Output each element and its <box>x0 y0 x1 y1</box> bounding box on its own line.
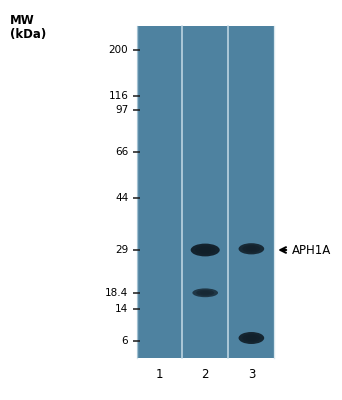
Text: 66: 66 <box>115 147 128 157</box>
Text: 18.4: 18.4 <box>105 288 128 298</box>
Ellipse shape <box>242 334 260 342</box>
Text: 29: 29 <box>115 245 128 255</box>
FancyBboxPatch shape <box>184 26 226 358</box>
Text: 6: 6 <box>122 336 128 346</box>
FancyBboxPatch shape <box>230 26 273 358</box>
Ellipse shape <box>190 244 220 256</box>
Ellipse shape <box>200 291 210 294</box>
Ellipse shape <box>246 336 256 340</box>
Text: (kDa): (kDa) <box>10 28 47 41</box>
Ellipse shape <box>246 246 256 251</box>
Ellipse shape <box>199 248 211 252</box>
FancyBboxPatch shape <box>137 26 274 358</box>
Ellipse shape <box>192 288 218 297</box>
Text: 116: 116 <box>108 91 128 101</box>
Text: 3: 3 <box>248 368 255 381</box>
Text: 200: 200 <box>109 45 128 55</box>
Ellipse shape <box>239 243 264 254</box>
Text: MW: MW <box>10 14 35 27</box>
FancyBboxPatch shape <box>137 26 181 358</box>
Ellipse shape <box>195 246 215 254</box>
Text: 97: 97 <box>115 105 128 115</box>
Text: APH1A: APH1A <box>292 244 331 256</box>
Ellipse shape <box>196 290 214 296</box>
Text: 1: 1 <box>155 368 163 381</box>
Text: 2: 2 <box>201 368 209 381</box>
Text: 44: 44 <box>115 193 128 203</box>
Ellipse shape <box>242 245 260 253</box>
Text: 14: 14 <box>115 304 128 314</box>
Ellipse shape <box>239 332 264 344</box>
